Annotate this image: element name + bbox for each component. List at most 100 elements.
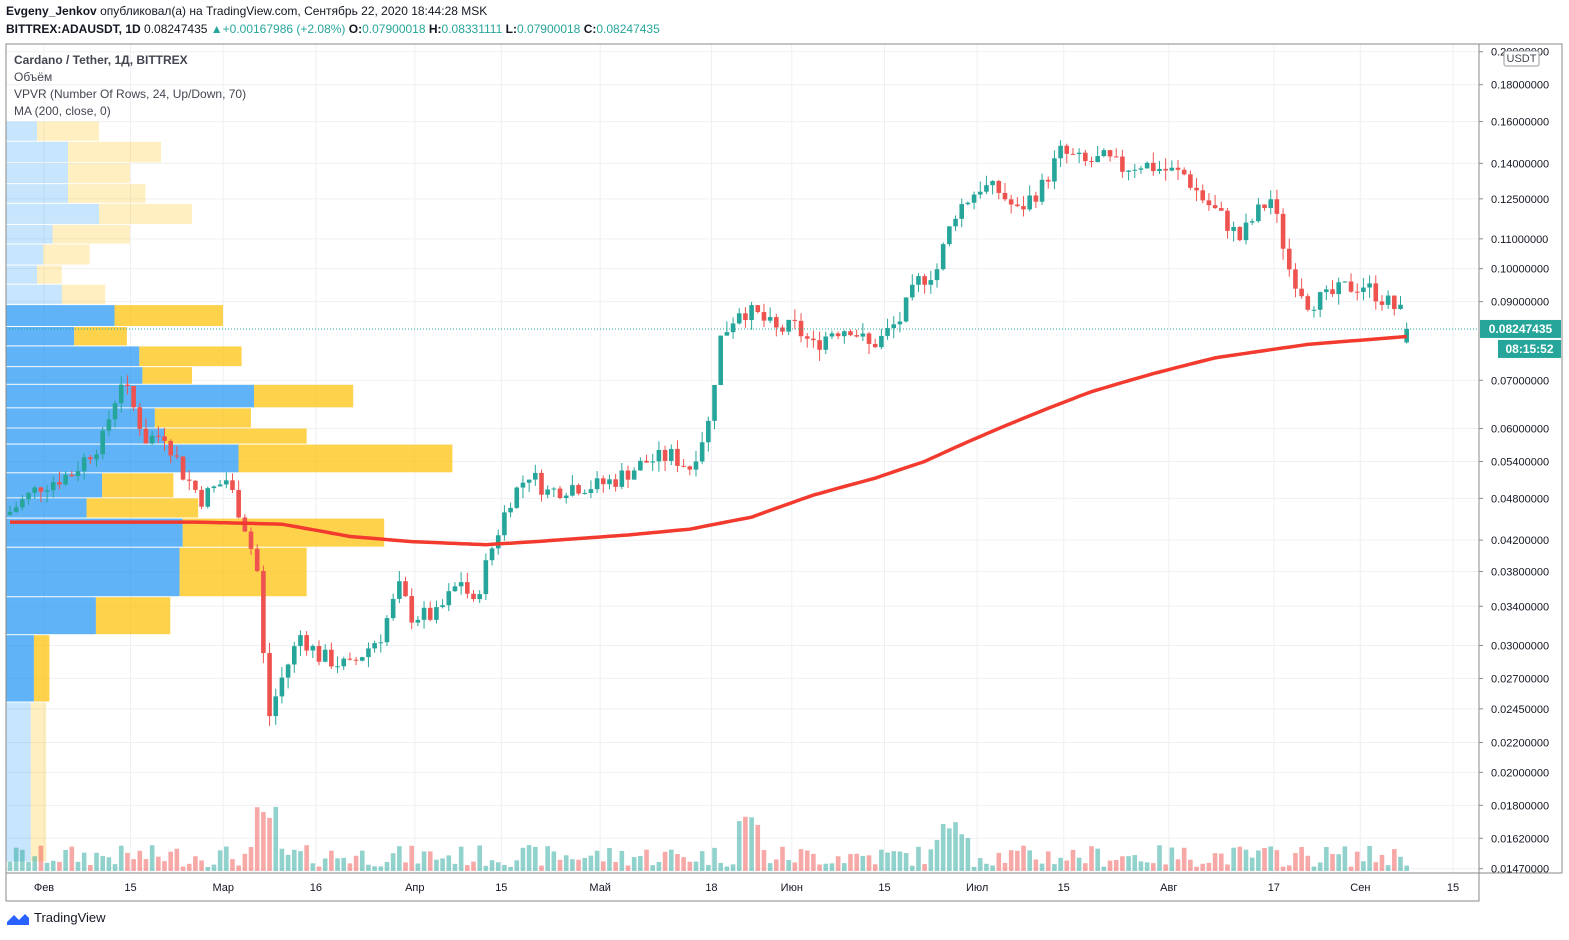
candle-body xyxy=(285,664,291,678)
candle-body xyxy=(180,456,186,480)
time-tick-label: 15 xyxy=(1058,882,1070,894)
candle-body xyxy=(1052,158,1057,182)
volume-bar xyxy=(539,865,544,871)
volume-bar xyxy=(934,839,940,871)
volume-bar xyxy=(977,858,983,871)
volume-legend[interactable]: Объём xyxy=(14,70,53,84)
volume-bar xyxy=(1237,846,1243,871)
volume-bar xyxy=(965,838,971,871)
volume-bar xyxy=(310,863,316,871)
candle-body xyxy=(1392,295,1397,310)
candle-body xyxy=(211,486,217,489)
time-axis[interactable]: Фев 15 Мар 16 Апр 15 Май 18 Июн 15 Июл 15 Авг 17 Сен 15 xyxy=(34,882,1459,894)
candle-body xyxy=(1033,195,1039,202)
candle-body xyxy=(1107,150,1113,157)
candle-body xyxy=(50,482,56,491)
volume-bar xyxy=(137,850,143,871)
candle-body xyxy=(872,343,878,348)
volume-bar xyxy=(217,850,223,871)
volume-bar xyxy=(996,852,1002,871)
vpvr-down-row xyxy=(114,305,223,326)
candle-body xyxy=(1268,199,1274,209)
candle-body xyxy=(644,460,649,463)
vpvr-down-row xyxy=(142,367,192,384)
candle-body xyxy=(1225,210,1230,231)
volume-bar xyxy=(625,865,631,871)
volume-bar xyxy=(1367,845,1372,871)
ma-legend[interactable]: MA (200, close, 0) xyxy=(14,104,111,118)
tradingview-brand[interactable]: TradingView xyxy=(34,910,106,925)
volume-bar xyxy=(248,847,254,871)
price-tick-label: 0.02200000 xyxy=(1491,738,1549,750)
volume-bar xyxy=(298,851,303,871)
volume-bar xyxy=(20,849,25,871)
volume-bar xyxy=(471,861,476,871)
price-axis[interactable]: 0.200000000.180000000.160000000.14000000… xyxy=(1479,47,1549,876)
candle-body xyxy=(1342,281,1348,283)
candle-body xyxy=(1089,161,1094,163)
vpvr-up-row xyxy=(6,224,53,244)
volume-bar xyxy=(156,856,161,871)
price-tick-label: 0.02700000 xyxy=(1491,673,1549,685)
volume-bar xyxy=(650,865,656,871)
vpvr-legend[interactable]: VPVR (Number Of Rows, 24, Up/Down, 70) xyxy=(14,87,247,101)
candle-body xyxy=(959,204,965,219)
candle-body xyxy=(1064,145,1070,154)
vpvr-down-row xyxy=(95,597,171,635)
volume-bar xyxy=(1113,860,1119,871)
volume-bar xyxy=(761,850,767,871)
candle-body xyxy=(1021,206,1026,210)
candle-body xyxy=(1299,288,1304,297)
volume-bar xyxy=(366,864,371,871)
volume-bar xyxy=(1151,863,1156,871)
volume-bar xyxy=(644,849,649,871)
vpvr-up-row xyxy=(6,203,99,224)
candle-body xyxy=(650,461,656,463)
volume-bar xyxy=(687,861,693,871)
candle-body xyxy=(1274,199,1280,214)
candle-body xyxy=(842,331,847,337)
author-name[interactable]: Evgeny_Jenkov xyxy=(6,4,97,18)
volume-bar xyxy=(1027,850,1032,871)
price-change: ▲+0.00167986 (+2.08%) xyxy=(210,22,346,36)
vpvr-down-row xyxy=(139,346,242,367)
volume-bar xyxy=(1194,866,1199,871)
volume-bar xyxy=(848,854,853,871)
volume-bar xyxy=(1015,850,1020,871)
vpvr-up-row xyxy=(6,305,115,326)
volume-bar xyxy=(922,864,927,871)
ohlc-line: BITTREX:ADAUSDT, 1D 0.08247435 ▲+0.00167… xyxy=(6,22,660,36)
candle-body xyxy=(316,645,322,662)
candle-body xyxy=(1256,204,1261,222)
candle-body xyxy=(13,507,19,512)
candle-body xyxy=(526,479,532,483)
volume-bar xyxy=(842,863,847,871)
symbol-label: BITTREX:ADAUSDT, 1D xyxy=(6,22,141,36)
volume-bar xyxy=(755,824,761,871)
candle-body xyxy=(743,313,748,321)
vpvr-down-row xyxy=(238,444,453,473)
vpvr-down-row xyxy=(74,326,127,346)
volume-bar xyxy=(180,866,186,871)
candle-body xyxy=(1404,328,1409,343)
candle-body xyxy=(570,485,575,496)
volume-bar xyxy=(347,863,353,871)
candle-body xyxy=(1280,213,1286,249)
candle-body xyxy=(1373,283,1379,302)
volume-bar xyxy=(959,834,965,871)
candle-body xyxy=(1231,226,1236,231)
candle-body xyxy=(1144,162,1150,169)
candle-body xyxy=(792,319,798,321)
volume-bar xyxy=(1299,847,1304,871)
volume-bar xyxy=(106,857,112,871)
candle-body xyxy=(1151,162,1156,172)
vpvr-down-row xyxy=(102,473,174,498)
vpvr-down-row xyxy=(37,121,99,141)
candle-body xyxy=(1070,153,1076,155)
candle-body xyxy=(1101,150,1107,157)
volume-bar xyxy=(774,859,779,871)
volume-bar xyxy=(335,858,340,871)
volume-bar xyxy=(495,862,501,871)
volume-bar xyxy=(872,864,878,871)
